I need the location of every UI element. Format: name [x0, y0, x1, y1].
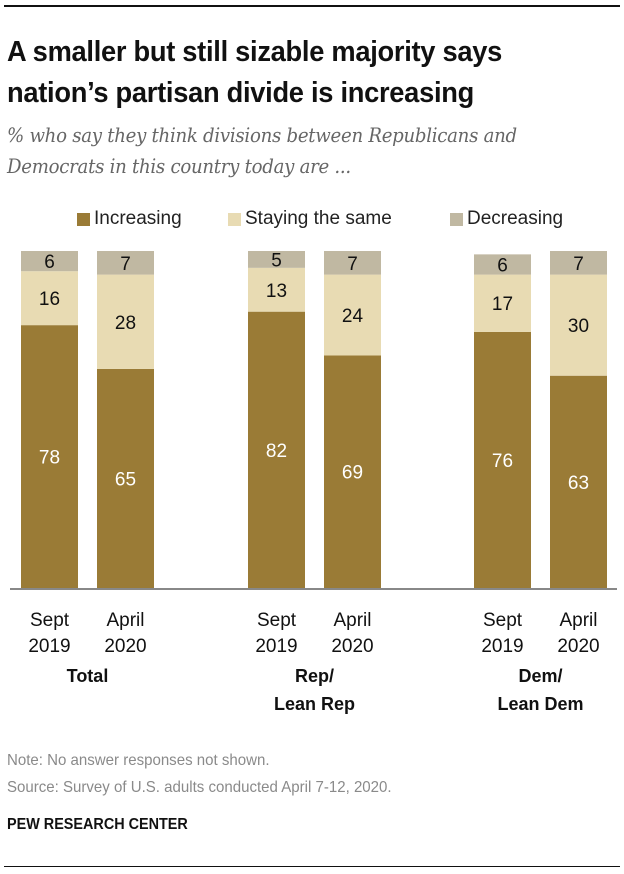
x-tick-label: April: [333, 610, 371, 631]
bar-segment-increasing: [248, 311, 305, 588]
data-label-decreasing: 6: [44, 252, 55, 273]
bar-segment-increasing: [21, 325, 78, 588]
group-label: Dem/: [518, 666, 562, 686]
group-label: Lean Rep: [274, 694, 355, 714]
x-tick-label: Sept: [483, 610, 523, 631]
x-tick-label: 2020: [104, 636, 146, 657]
bar-segment-increasing: [97, 368, 154, 588]
footnote-note: Note: No answer responses not shown.: [7, 752, 270, 769]
data-label-decreasing: 7: [347, 254, 358, 275]
legend-swatch-increasing: [77, 212, 90, 226]
subtitle-line-2: Democrats in this country today are ...: [7, 155, 351, 178]
legend-label: Staying the same: [245, 208, 392, 229]
data-label-increasing: 65: [115, 469, 136, 490]
pew-research-center-logo: PEW RESEARCH CENTER: [7, 816, 188, 833]
x-tick-label: April: [559, 610, 597, 631]
legend-label: Increasing: [94, 208, 182, 229]
data-label-staying-same: 30: [568, 316, 589, 337]
data-label-increasing: 82: [266, 441, 287, 462]
bar-segment-decreasing: [324, 251, 381, 275]
group-label: Total: [67, 666, 109, 686]
data-label-decreasing: 7: [120, 254, 131, 275]
data-label-staying-same: 13: [266, 281, 287, 302]
bar-segment-decreasing: [97, 251, 154, 275]
x-tick-label: 2019: [28, 636, 70, 657]
bar-segment-decreasing: [21, 251, 78, 272]
group-label: Lean Dem: [497, 694, 583, 714]
data-label-increasing: 63: [568, 473, 589, 494]
bar-segment-staying-same: [248, 267, 305, 312]
top-rule: [4, 5, 620, 7]
x-tick-label: 2020: [557, 636, 599, 657]
x-tick-label: April: [106, 610, 144, 631]
bar-segment-increasing: [324, 355, 381, 588]
data-label-staying-same: 24: [342, 306, 364, 327]
data-label-increasing: 78: [39, 448, 60, 469]
legend-item-decreasing: Decreasing: [450, 207, 563, 231]
chart-subtitle: % who say they think divisions between R…: [7, 120, 579, 182]
group-label: Rep/: [295, 666, 334, 686]
data-label-decreasing: 5: [271, 250, 282, 271]
legend-item-increasing: Increasing: [77, 207, 182, 231]
data-label-decreasing: 6: [497, 255, 508, 276]
legend-item-staying-same: Staying the same: [228, 207, 392, 231]
x-axis-baseline: [10, 588, 617, 590]
legend-label: Decreasing: [467, 208, 564, 229]
data-label-increasing: 69: [342, 463, 363, 484]
bar-segment-staying-same: [550, 274, 607, 376]
bar-segment-staying-same: [474, 274, 531, 332]
bar-segment-decreasing: [248, 251, 305, 268]
data-label-decreasing: 7: [573, 254, 584, 275]
subtitle-line-1: % who say they think divisions between R…: [7, 124, 517, 147]
data-label-staying-same: 17: [492, 294, 513, 315]
x-tick-label: 2019: [481, 636, 523, 657]
data-label-staying-same: 16: [39, 289, 60, 310]
bottom-rule: [4, 866, 620, 867]
data-label-staying-same: 28: [115, 313, 136, 334]
bar-segment-decreasing: [474, 254, 531, 275]
chart-title: A smaller but still sizable majority say…: [7, 32, 580, 114]
legend-swatch-staying-same: [228, 212, 241, 226]
x-tick-label: Sept: [30, 610, 70, 631]
bar-segment-staying-same: [324, 274, 381, 356]
bar-segment-increasing: [474, 331, 531, 588]
footnote-source: Source: Survey of U.S. adults conducted …: [7, 779, 392, 796]
bar-segment-staying-same: [21, 271, 78, 326]
title-line-2: nation’s partisan divide is increasing: [7, 77, 474, 109]
x-tick-label: 2020: [331, 636, 373, 657]
title-line-1: A smaller but still sizable majority say…: [7, 36, 502, 68]
x-tick-label: Sept: [257, 610, 297, 631]
bar-segment-decreasing: [550, 251, 607, 275]
x-tick-label: 2019: [255, 636, 297, 657]
bar-segment-increasing: [550, 375, 607, 588]
legend-swatch-decreasing: [450, 212, 463, 226]
data-label-increasing: 76: [492, 451, 513, 472]
bar-segment-staying-same: [97, 274, 154, 369]
